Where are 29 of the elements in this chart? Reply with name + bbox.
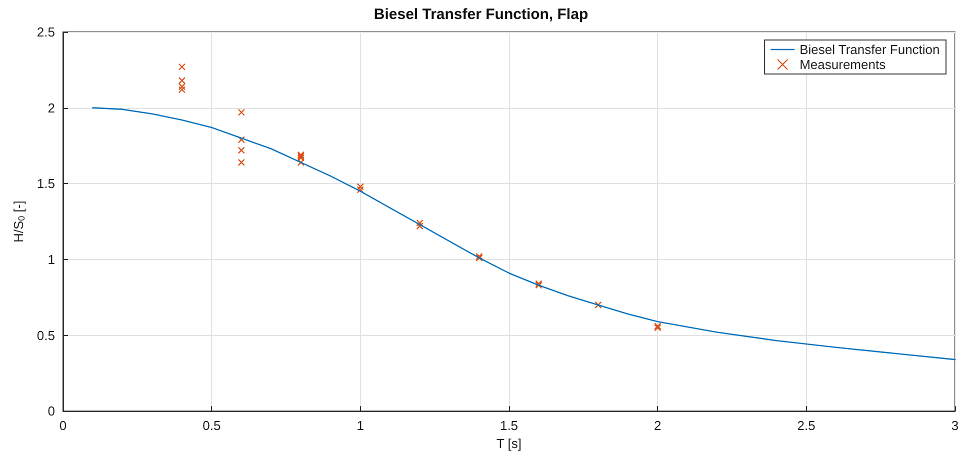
y-tick-label: 2 (48, 100, 55, 116)
point (178, 63, 186, 70)
point (594, 301, 602, 309)
chart-title: Biesel Transfer Function, Flap (374, 6, 588, 23)
point (238, 136, 245, 144)
x-tick-label: 1 (356, 418, 364, 434)
y-tick-label: 1.5 (36, 176, 55, 192)
y-axis-title: H/S0 [-] (11, 200, 27, 242)
point (238, 158, 245, 166)
point (238, 108, 245, 116)
point (416, 222, 424, 230)
y-tick-label: 0 (48, 404, 55, 419)
legend-label: Measurements (800, 57, 886, 72)
y-tick-label: 2.5 (36, 24, 55, 40)
x-tick-label: 3 (951, 418, 959, 434)
x-tick-label: 2.5 (797, 418, 816, 434)
point (356, 183, 364, 190)
point (238, 146, 245, 154)
y-tick-label: 0.5 (36, 328, 55, 343)
point (356, 186, 364, 194)
x-tick-label: 2 (654, 418, 662, 434)
point (416, 219, 424, 227)
y-tick-label: 1 (48, 252, 55, 267)
legend-label: Biesel Transfer Function (800, 42, 940, 57)
x-axis-title: T [s] (496, 436, 522, 451)
x-tick-label: 1.5 (500, 418, 518, 434)
x-tick-label: 0.5 (202, 418, 221, 434)
line-series (92, 107, 956, 360)
x-tick-label: 0 (59, 418, 67, 434)
